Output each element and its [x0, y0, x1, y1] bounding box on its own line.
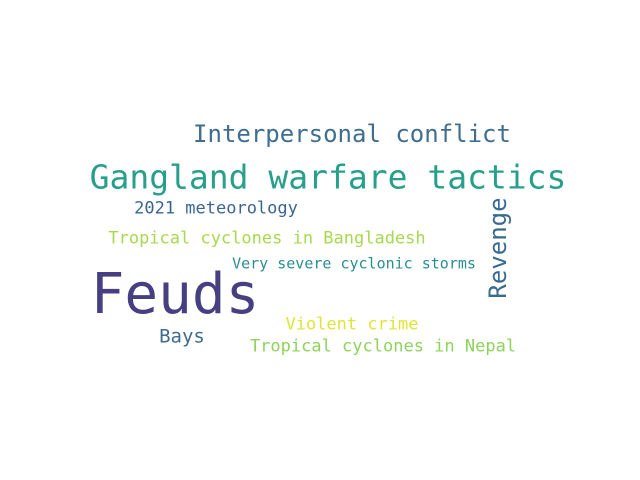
- word-tropical-cyclones-bangladesh: Tropical cyclones in Bangladesh: [108, 228, 426, 249]
- word-gangland-warfare-tactics: Gangland warfare tactics: [89, 157, 567, 197]
- word-bays: Bays: [159, 325, 205, 348]
- word-revenge: Revenge: [484, 197, 512, 299]
- word-2021-meteorology: 2021 meteorology: [134, 198, 298, 219]
- word-violent-crime: Violent crime: [285, 314, 419, 335]
- word-tropical-cyclones-nepal: Tropical cyclones in Nepal: [249, 336, 517, 357]
- word-very-severe-cyclonic-storms: Very severe cyclonic storms: [232, 254, 476, 273]
- word-interpersonal-conflict: Interpersonal conflict: [193, 120, 511, 148]
- word-feuds: Feuds: [90, 262, 260, 327]
